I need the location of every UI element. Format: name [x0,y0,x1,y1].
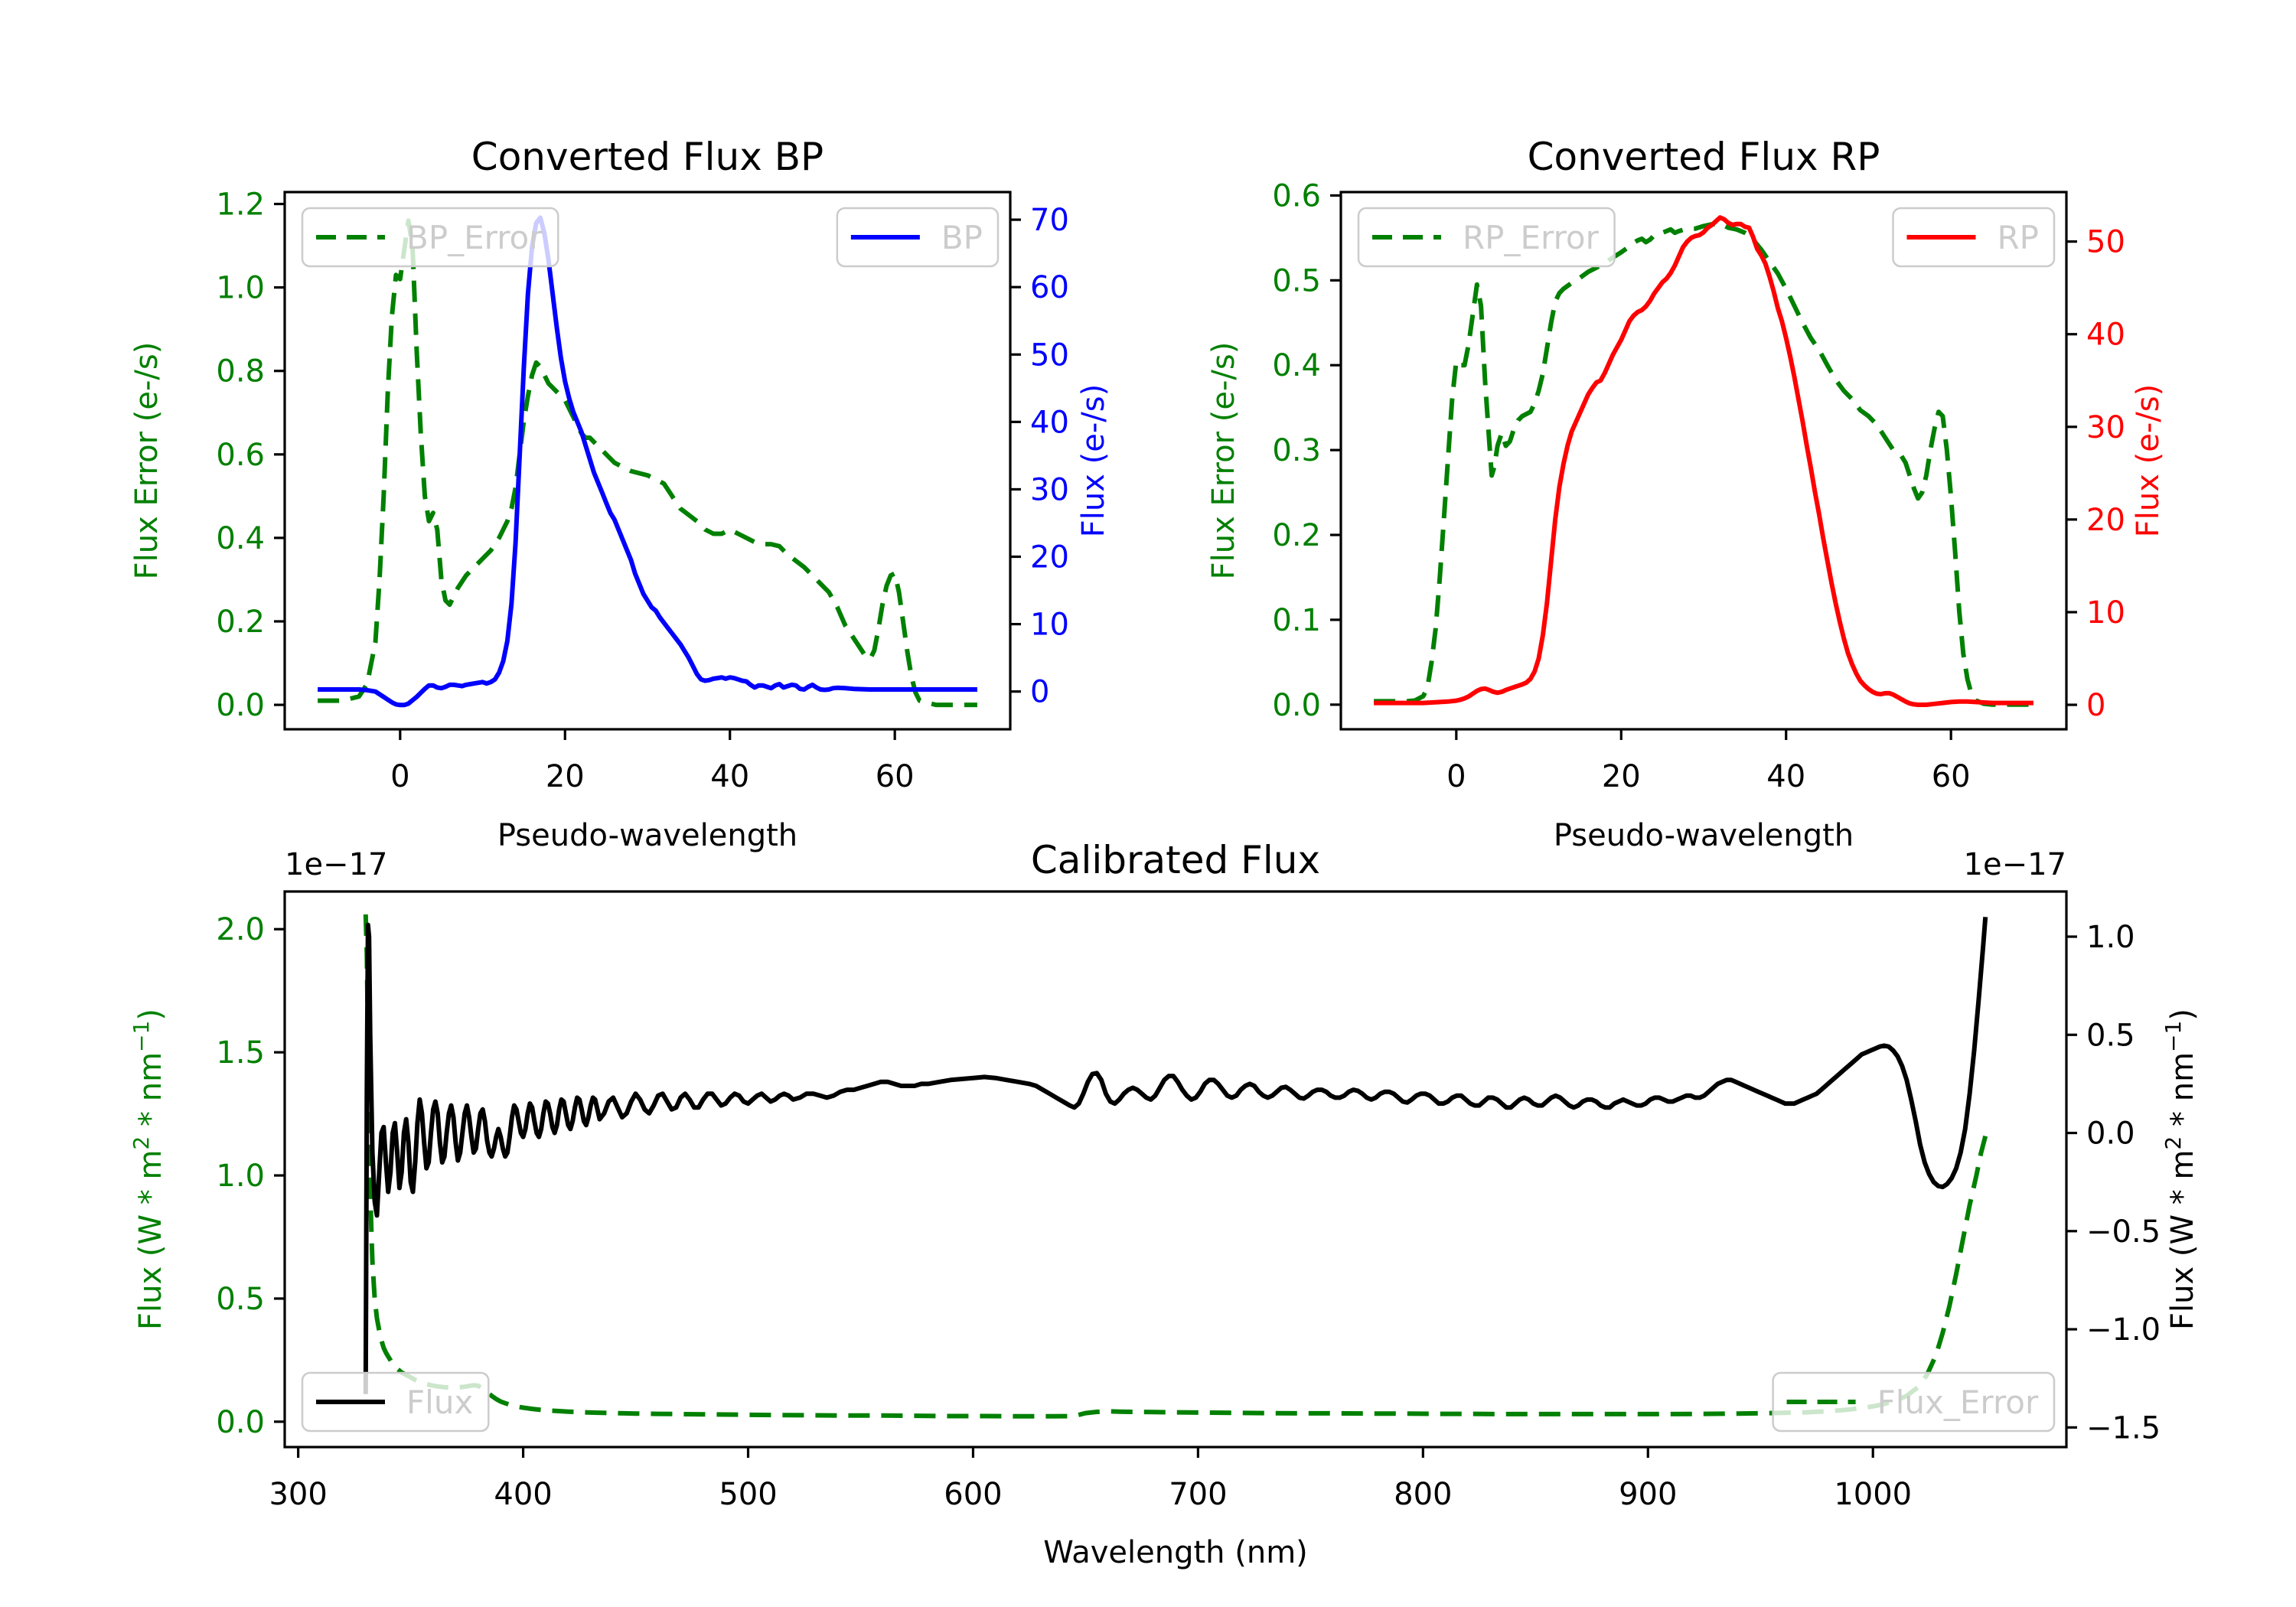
bp-ytick-right-label: 20 [1030,540,1069,575]
calibrated-xtick-label: 500 [719,1477,777,1512]
calibrated-ytick-right-label: −1.5 [2086,1410,2161,1446]
bp-bp-error-line [318,218,977,708]
bp-ylabel-right: Flux (e-/s) [1076,384,1111,537]
bp-ytick-right-label: 40 [1030,405,1069,440]
calibrated-ytick-right-label: −1.0 [2086,1312,2161,1348]
calibrated-flux-error-line [363,914,1988,1419]
calibrated-xtick-label: 400 [494,1477,552,1512]
bp-subplot: 0 20 40 60 0.0 0.2 0.4 0.6 0.8 1.0 1.2 0 10 20 30 40 50 6… [129,135,1111,853]
bp-title: Converted Flux BP [471,135,823,179]
bp-ytick-left-label: 0.8 [216,354,265,390]
calibrated-ytick-right-label: 1.0 [2086,920,2135,955]
bp-legend-bp-error: BP_Error [301,207,559,268]
rp-ytick-left-label: 0.2 [1272,518,1321,553]
rp-ylabel-left: Flux Error (e-/s) [1206,342,1241,580]
calibrated-ytick-right-label: −0.5 [2086,1214,2161,1250]
calibrated-ytick-left-label: 2.0 [216,912,265,947]
calibrated-xtick-label: 1000 [1834,1477,1912,1512]
bp-ytick-right-label: 70 [1030,203,1069,238]
bp-plot-border [283,191,1012,731]
calibrated-ylabel-left: Flux (W * m2 * nm−1) [129,1009,168,1330]
calibrated-flux-line [363,917,1988,1394]
rp-ytick-left-label: 0.1 [1272,603,1321,638]
calibrated-offset-text-right: 1e−17 [1964,847,2066,882]
rp-plot-border [1339,191,2068,731]
calibrated-ytick-left-label: 0.0 [216,1405,265,1440]
rp-subplot: 0 20 40 60 0.0 0.1 0.2 0.3 0.4 0.5 0.6 0 10 20 30 40 50 C… [1206,135,2166,853]
rp-legend-rp-error: RP_Error [1357,207,1616,268]
bp-legend-bp: BP [836,207,1000,268]
bp-ytick-left-label: 0.2 [216,605,265,640]
bp-ytick-left-label: 0.4 [216,521,265,556]
legend-box [1357,207,1616,268]
bp-ytick-right-label: 30 [1030,472,1069,507]
calibrated-xtick-label: 900 [1619,1477,1677,1512]
rp-legend-rp: RP [1892,207,2056,268]
calibrated-offset-text-left: 1e−17 [285,847,387,882]
bp-xtick-label: 60 [876,759,915,794]
calibrated-xtick-label: 600 [944,1477,1002,1512]
rp-ytick-left-label: 0.0 [1272,688,1321,723]
rp-ytick-left-label: 0.4 [1272,348,1321,383]
calibrated-curves [363,914,1988,1419]
bp-xtick-label: 20 [546,759,585,794]
rp-xtick-label: 20 [1602,759,1641,794]
calibrated-ytick-right-label: 0.5 [2086,1018,2135,1053]
legend-box [301,1371,490,1433]
rp-ytick-right-label: 0 [2086,688,2105,723]
bp-xlabel: Pseudo-wavelength [497,818,797,853]
calibrated-xtick-label: 700 [1169,1477,1227,1512]
rp-ytick-right-label: 10 [2086,595,2125,631]
bp-ytick-right-label: 50 [1030,337,1069,373]
calibrated-xtick-label: 300 [269,1477,327,1512]
rp-xtick-label: 40 [1766,759,1805,794]
legend-box [301,207,559,268]
rp-rp-line [1374,215,2033,707]
calibrated-ytick-left-label: 1.5 [216,1035,265,1071]
rp-ytick-right-label: 40 [2086,318,2125,353]
legend-box [1772,1371,2056,1433]
bp-ytick-left-label: 0.6 [216,438,265,473]
calibrated-subplot: 300 400 500 600 700 800 900 1000 0.0 0.5 1.0 1.5 2.0… [129,838,2200,1570]
rp-ytick-right-label: 50 [2086,225,2125,260]
rp-ytick-left-label: 0.5 [1272,263,1321,298]
bp-bp-line [318,215,977,708]
bp-curves [318,215,977,708]
rp-rp-error-line [1374,221,2033,707]
rp-xtick-label: 60 [1932,759,1971,794]
rp-title: Converted Flux RP [1528,135,1880,179]
calibrated-xtick-label: 800 [1394,1477,1452,1512]
rp-ylabel-right: Flux (e-/s) [2131,384,2166,537]
calibrated-ytick-left-label: 0.5 [216,1282,265,1317]
rp-xtick-label: 0 [1446,759,1466,794]
bp-ytick-left-label: 1.2 [216,187,265,223]
calibrated-ytick-right-label: 0.0 [2086,1116,2135,1152]
rp-ytick-left-label: 0.6 [1272,178,1321,214]
calibrated-legend-flux-error: Flux_Error [1772,1371,2056,1433]
rp-ytick-right-label: 30 [2086,410,2125,445]
calibrated-ylabel-right: Flux (W * m2 * nm−1) [2161,1009,2200,1330]
calibrated-plot-border [283,890,2068,1449]
calibrated-legend-flux: Flux [301,1371,490,1433]
bp-ytick-right-label: 60 [1030,270,1069,305]
rp-xlabel: Pseudo-wavelength [1554,818,1854,853]
bp-ytick-right-label: 10 [1030,608,1069,643]
calibrated-ytick-left-label: 1.0 [216,1159,265,1194]
rp-ytick-right-label: 20 [2086,503,2125,538]
bp-ytick-left-label: 1.0 [216,271,265,306]
rp-ytick-left-label: 0.3 [1272,433,1321,468]
bp-ytick-left-label: 0.0 [216,688,265,723]
bp-ytick-right-label: 0 [1030,675,1049,710]
calibrated-title: Calibrated Flux [1031,838,1320,882]
bp-xtick-label: 40 [710,759,749,794]
bp-ylabel-left: Flux Error (e-/s) [129,342,165,580]
bp-xtick-label: 0 [390,759,409,794]
rp-curves [1374,215,2033,707]
calibrated-xlabel: Wavelength (nm) [1043,1535,1308,1570]
